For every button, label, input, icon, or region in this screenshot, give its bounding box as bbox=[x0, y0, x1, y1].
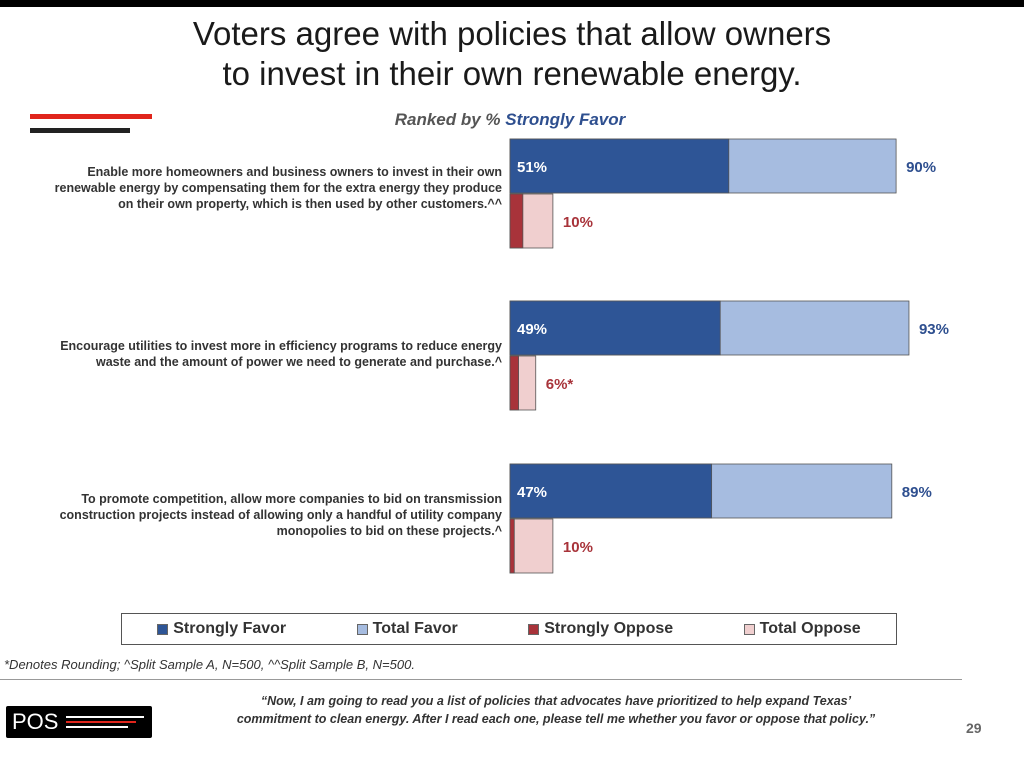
data-label-strongly-favor-1: 51% bbox=[517, 159, 547, 176]
category-label-1-line-2: renewable energy by compensating them fo… bbox=[54, 181, 502, 195]
category-label-3-line-2: construction projects instead of allowin… bbox=[59, 508, 502, 522]
category-label-2-line-2: waste and the amount of power we need to… bbox=[96, 355, 502, 369]
legend-swatch-strongly-oppose bbox=[528, 623, 540, 635]
legend-item-total-oppose: Total Oppose bbox=[743, 620, 861, 638]
data-label-total-favor-3: 89% bbox=[902, 484, 932, 501]
bar-strongly-oppose-3 bbox=[509, 518, 515, 574]
bar-strongly-oppose-1 bbox=[509, 193, 524, 249]
category-label-2-line-1: Encourage utilities to invest more in ef… bbox=[60, 339, 502, 353]
legend-item-strongly-oppose: Strongly Oppose bbox=[528, 620, 673, 638]
bar-strongly-favor-2 bbox=[509, 300, 721, 356]
survey-question: “Now, I am going to read you a list of p… bbox=[176, 692, 936, 728]
legend-label-strongly-oppose: Strongly Oppose bbox=[544, 620, 674, 637]
survey-question-line-1: “Now, I am going to read you a list of p… bbox=[260, 694, 852, 708]
legend-item-strongly-favor: Strongly Favor bbox=[157, 620, 286, 638]
legend-label-strongly-favor: Strongly Favor bbox=[173, 620, 287, 637]
footnote: *Denotes Rounding; ^Split Sample A, N=50… bbox=[4, 657, 415, 672]
legend-swatch-strongly-favor bbox=[157, 623, 169, 635]
chart-legend: Strongly Favor Total Favor Strongly Oppo… bbox=[121, 613, 897, 645]
footer-divider bbox=[0, 679, 962, 680]
accent-red-line bbox=[30, 114, 152, 119]
title-line-1: Voters agree with policies that allow ow… bbox=[192, 15, 832, 52]
subtitle-prefix: Ranked by % bbox=[394, 110, 506, 129]
data-label-total-oppose-1: 10% bbox=[563, 214, 593, 231]
category-label-2: Encourage utilities to invest more in ef… bbox=[0, 338, 502, 370]
data-label-total-oppose-3: 10% bbox=[563, 539, 593, 556]
bar-strongly-favor-1 bbox=[509, 138, 730, 194]
data-label-total-favor-1: 90% bbox=[906, 159, 936, 176]
category-label-1: Enable more homeowners and business owne… bbox=[0, 164, 502, 212]
logo-line-white-2 bbox=[66, 726, 128, 728]
top-bar bbox=[0, 0, 1024, 7]
page-number: 29 bbox=[966, 720, 982, 736]
category-label-1-line-3: on their own property, which is then use… bbox=[118, 197, 502, 211]
bar-strongly-oppose-2 bbox=[509, 355, 519, 411]
logo-line-red bbox=[66, 721, 136, 723]
data-label-strongly-favor-2: 49% bbox=[517, 321, 547, 338]
data-label-total-oppose-2: 6%* bbox=[546, 376, 574, 393]
legend-label-total-oppose: Total Oppose bbox=[759, 620, 861, 637]
category-label-3: To promote competition, allow more compa… bbox=[0, 491, 502, 539]
bar-total-oppose-3 bbox=[509, 518, 554, 574]
legend-label-total-favor: Total Favor bbox=[372, 620, 458, 637]
category-label-1-line-1: Enable more homeowners and business owne… bbox=[87, 165, 502, 179]
slide-title: Voters agree with policies that allow ow… bbox=[60, 14, 964, 94]
title-line-2: to invest in their own renewable energy. bbox=[222, 55, 802, 92]
subtitle-highlight: Strongly Favor bbox=[505, 110, 626, 129]
chart-subtitle: Ranked by % Strongly Favor bbox=[300, 110, 720, 130]
accent-black-line bbox=[30, 128, 130, 133]
survey-question-line-2: commitment to clean energy. After I read… bbox=[236, 712, 876, 726]
legend-swatch-total-oppose bbox=[743, 623, 755, 635]
category-label-3-line-1: To promote competition, allow more compa… bbox=[81, 492, 502, 506]
logo-line-white-1 bbox=[66, 716, 144, 718]
legend-swatch-total-favor bbox=[356, 623, 368, 635]
logo-text: POS bbox=[12, 709, 59, 734]
legend-item-total-favor: Total Favor bbox=[356, 620, 458, 638]
bar-strongly-favor-3 bbox=[509, 463, 713, 519]
category-label-3-line-3: monopolies to bid on these projects.^ bbox=[276, 524, 502, 538]
pos-logo: POS bbox=[6, 706, 152, 738]
data-label-total-favor-2: 93% bbox=[919, 321, 949, 338]
data-label-strongly-favor-3: 47% bbox=[517, 484, 547, 501]
